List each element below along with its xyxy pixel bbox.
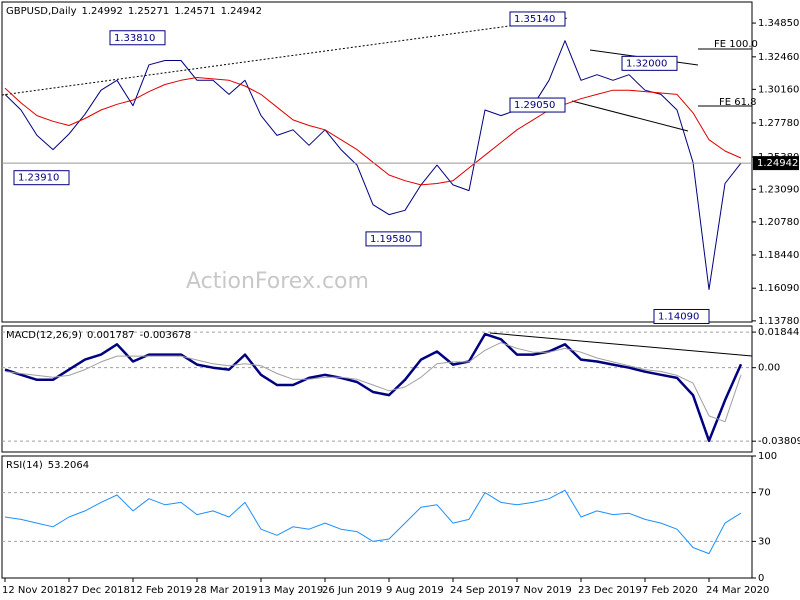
header-value: 1.24992 <box>82 6 123 17</box>
header-value: 1.24571 <box>174 6 215 17</box>
price-box <box>753 156 799 171</box>
annotation-box <box>509 97 566 113</box>
x-tick-label: 7 Feb 2020 <box>642 585 698 596</box>
panel-frame <box>1 1 753 323</box>
x-tick-label: 24 Mar 2020 <box>706 585 769 596</box>
header-value: 1.25271 <box>128 6 169 17</box>
panel-title-text: MACD(12,26,9) <box>6 330 82 341</box>
x-tick-label: 26 Jun 2019 <box>322 585 382 596</box>
header-value: 1.24942 <box>221 6 262 17</box>
x-tick-label: 24 Sep 2019 <box>450 585 513 596</box>
panel-title-text: RSI(14) <box>6 460 43 471</box>
watermark: ActionForex.com <box>186 269 369 294</box>
y-tick-label: 1.27780 <box>758 118 799 129</box>
annotation-box <box>653 308 710 324</box>
header-value: 0.001787 <box>87 330 135 341</box>
y-tick-label: 0 <box>758 573 764 584</box>
x-tick-label: 27 Dec 2018 <box>66 585 130 596</box>
y-tick-label: 0.00 <box>758 363 780 374</box>
x-tick-label: 12 Feb 2019 <box>130 585 192 596</box>
y-tick-label: 1.13780 <box>758 316 799 327</box>
x-tick-label: 23 Dec 2019 <box>578 585 642 596</box>
y-tick-label: 1.16090 <box>758 283 799 294</box>
y-tick-label: 1.32460 <box>758 52 799 63</box>
annotation-label: 1.33810 <box>114 33 155 44</box>
header-value: -0.003678 <box>140 330 191 341</box>
series-line <box>4 77 742 186</box>
x-tick-label: 28 Mar 2019 <box>194 585 257 596</box>
series-line <box>4 489 742 555</box>
y-tick-label: 0.018442 <box>758 327 800 338</box>
annotation-box <box>621 55 678 71</box>
x-tick-label: 9 Aug 2019 <box>386 585 444 596</box>
annotation-box <box>13 170 70 186</box>
y-tick-label: 1.23090 <box>758 184 799 195</box>
panel-title: RSI(14) 53.2064 <box>6 460 89 471</box>
y-tick-label: 100 <box>758 451 777 462</box>
x-tick-label: 13 May 2019 <box>258 585 323 596</box>
x-tick-label: 7 Nov 2019 <box>514 585 572 596</box>
series-line <box>4 40 742 290</box>
x-tick-label: 12 Nov 2018 <box>2 585 66 596</box>
y-tick-label: 1.34850 <box>758 18 799 29</box>
y-tick-label: 30 <box>758 536 771 547</box>
annotation-label: 1.29050 <box>514 100 555 111</box>
macd-trend-line <box>489 332 753 357</box>
annotation-box <box>109 30 166 46</box>
fib-label: FE 100.0 <box>714 39 758 50</box>
y-tick-label: 70 <box>758 488 771 499</box>
annotation-label: 1.35140 <box>514 14 555 25</box>
panel-title: MACD(12,26,9) 0.001787 -0.003678 <box>6 330 191 341</box>
channel-line <box>571 100 689 132</box>
y-tick-label: -0.038095 <box>758 436 800 447</box>
panel-frame <box>1 455 753 579</box>
annotation-label: 1.19580 <box>370 234 411 245</box>
series-line <box>4 342 742 423</box>
price-box-label: 1.24942 <box>757 158 798 169</box>
panel-frame <box>1 325 753 453</box>
annotation-box <box>365 231 422 247</box>
y-tick-label: 1.18440 <box>758 250 799 261</box>
panel-title: GBPUSD,Daily 1.24992 1.25271 1.24571 1.24942 <box>6 6 262 17</box>
panel-title-text: GBPUSD,Daily <box>6 6 77 17</box>
annotation-box <box>509 11 566 27</box>
annotation-label: 1.23910 <box>18 173 59 184</box>
annotation-label: 1.32000 <box>626 58 667 69</box>
annotation-label: 1.14090 <box>658 311 699 322</box>
y-tick-label: 1.30160 <box>758 84 799 95</box>
fib-label: FE 61.8 <box>719 97 757 108</box>
header-value: 53.2064 <box>48 460 89 471</box>
y-tick-label: 1.20780 <box>758 217 799 228</box>
trend-line <box>1 17 569 96</box>
